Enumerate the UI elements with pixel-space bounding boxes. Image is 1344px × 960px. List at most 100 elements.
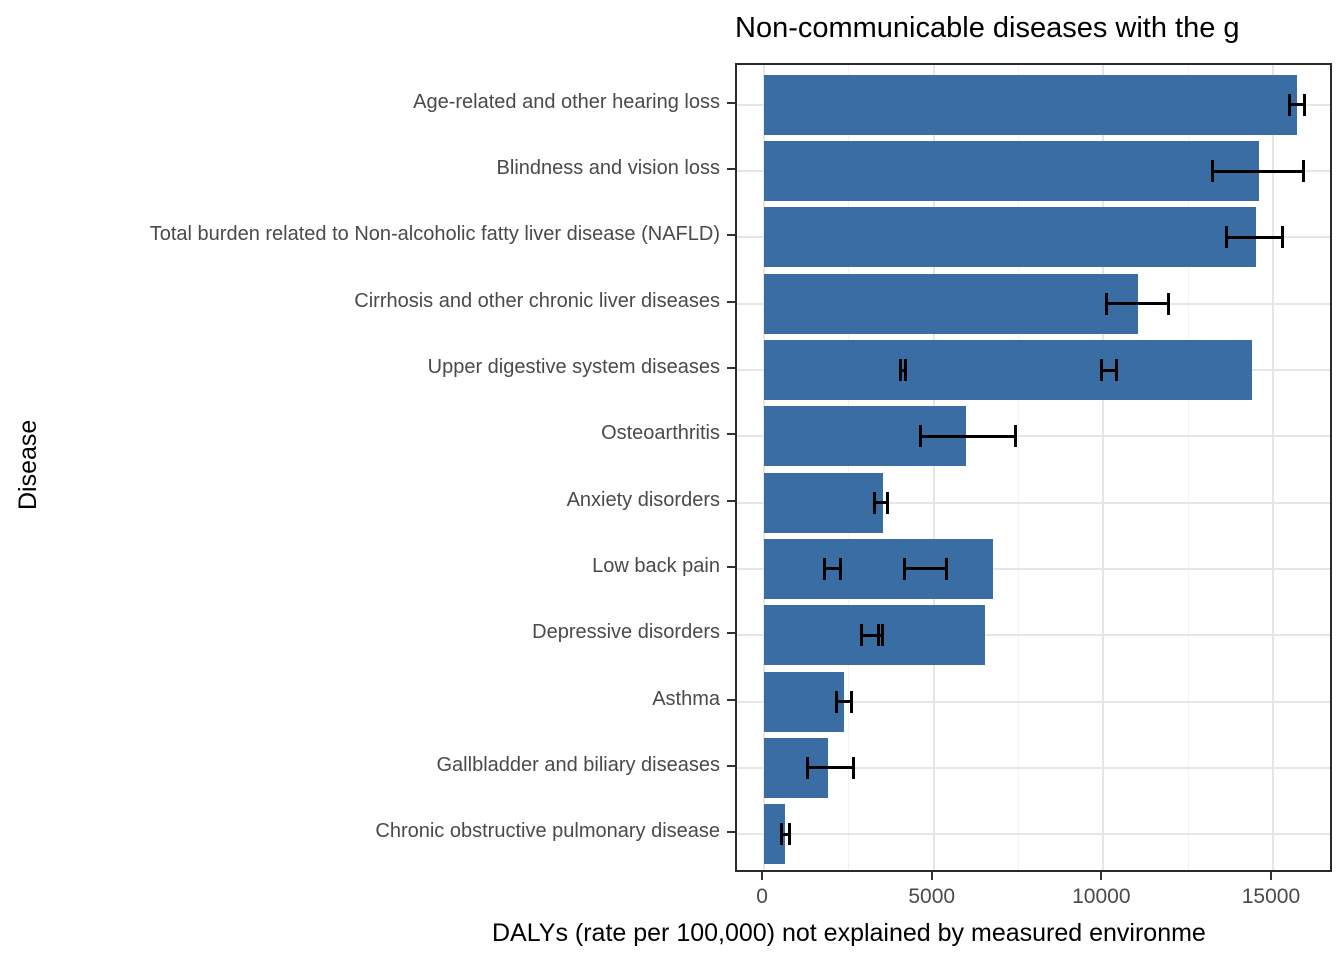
error-bar-cap — [852, 756, 856, 779]
error-bar-cap — [1104, 292, 1108, 315]
y-tick-label: Upper digestive system diseases — [427, 356, 720, 379]
y-tick — [727, 632, 735, 635]
bar — [764, 340, 1252, 401]
bar — [764, 472, 884, 533]
error-bar-cap — [806, 756, 810, 779]
gridline-h — [737, 833, 1330, 836]
error-bar-cap — [881, 624, 885, 647]
y-tick — [727, 698, 735, 701]
y-tick-label: Age-related and other hearing loss — [413, 90, 720, 113]
error-bar-cap — [823, 557, 827, 580]
gridline-major-v — [1102, 65, 1105, 870]
error-bar — [1288, 103, 1306, 107]
gridline-minor-v — [1018, 65, 1020, 870]
error-bar-cap — [1099, 359, 1103, 382]
y-tick-label: Total burden related to Non-alcoholic fa… — [149, 223, 720, 246]
bar — [764, 141, 1260, 202]
error-bar — [806, 766, 856, 770]
error-bar — [1224, 235, 1285, 239]
bar — [764, 74, 1297, 135]
y-tick — [727, 831, 735, 834]
error-bar — [877, 633, 885, 637]
error-bar-cap — [787, 823, 791, 846]
error-bar — [835, 700, 854, 704]
error-bar — [779, 832, 791, 836]
y-tick-label: Cirrhosis and other chronic liver diseas… — [354, 289, 720, 312]
gridline-minor-v — [848, 65, 850, 870]
error-bar-cap — [1281, 226, 1285, 249]
error-bar-cap — [1302, 93, 1306, 116]
gridline-minor-v — [1187, 65, 1189, 870]
x-tick-label: 5000 — [908, 885, 956, 908]
y-tick — [727, 764, 735, 767]
error-bar — [919, 434, 1017, 438]
error-bar-cap — [1288, 93, 1292, 116]
gridline-h — [737, 501, 1330, 504]
error-bar-cap — [945, 557, 949, 580]
y-tick — [727, 433, 735, 436]
error-bar-cap — [1224, 226, 1228, 249]
error-bar-cap — [919, 425, 923, 448]
error-bar — [1099, 368, 1118, 372]
y-tick-label: Osteoarthritis — [601, 422, 720, 445]
y-tick-label: Gallbladder and biliary diseases — [436, 753, 721, 776]
x-tick — [761, 872, 764, 880]
error-bar-cap — [877, 624, 881, 647]
error-bar-cap — [779, 823, 783, 846]
plot-panel — [735, 63, 1332, 872]
error-bar-cap — [839, 557, 843, 580]
error-bar — [899, 368, 908, 372]
bar — [764, 538, 994, 599]
x-tick — [1100, 872, 1103, 880]
y-tick — [727, 565, 735, 568]
chart-title: Non-communicable diseases with the g — [735, 12, 1240, 44]
error-bar — [873, 501, 890, 505]
error-bar-cap — [860, 624, 864, 647]
gridline-h — [737, 567, 1330, 570]
error-bar — [860, 633, 885, 637]
error-bar-cap — [1166, 292, 1170, 315]
gridline-major-v — [932, 65, 935, 870]
y-tick — [727, 367, 735, 370]
y-tick — [727, 168, 735, 171]
bar — [764, 671, 845, 732]
y-tick-label: Chronic obstructive pulmonary disease — [375, 820, 720, 843]
error-bar-cap — [902, 557, 906, 580]
x-tick — [930, 872, 933, 880]
error-bar-cap — [899, 359, 903, 382]
x-axis-title: DALYs (rate per 100,000) not explained b… — [492, 919, 1206, 947]
error-bar-cap — [1210, 160, 1214, 183]
y-tick-label: Anxiety disorders — [566, 488, 720, 511]
y-tick-label: Blindness and vision loss — [496, 157, 720, 180]
error-bar-cap — [1013, 425, 1017, 448]
bar — [764, 207, 1256, 268]
y-tick — [727, 499, 735, 502]
bar — [764, 273, 1138, 334]
error-bar-cap — [873, 491, 877, 514]
gridline-major-v — [763, 65, 766, 870]
x-tick-label: 10000 — [1072, 885, 1131, 908]
error-bar — [1104, 302, 1170, 306]
error-bar-cap — [835, 690, 839, 713]
error-bar — [1210, 169, 1306, 173]
error-bar-cap — [904, 359, 908, 382]
x-tick-label: 0 — [756, 885, 768, 908]
error-bar-cap — [850, 690, 854, 713]
error-bar — [902, 567, 949, 571]
y-tick-label: Low back pain — [592, 554, 720, 577]
y-tick-label: Depressive disorders — [532, 621, 720, 644]
gridline-major-v — [1271, 65, 1274, 870]
error-bar-cap — [1114, 359, 1118, 382]
error-bar-cap — [1302, 160, 1306, 183]
y-tick-label: Asthma — [652, 687, 720, 710]
error-bar — [823, 567, 843, 571]
error-bar-cap — [886, 491, 890, 514]
x-tick-label: 15000 — [1241, 885, 1301, 908]
y-tick — [727, 101, 735, 104]
gridline-h — [737, 766, 1330, 769]
gridline-h — [737, 700, 1330, 703]
y-tick — [727, 234, 735, 237]
bar — [764, 804, 786, 865]
x-tick — [1269, 872, 1272, 880]
